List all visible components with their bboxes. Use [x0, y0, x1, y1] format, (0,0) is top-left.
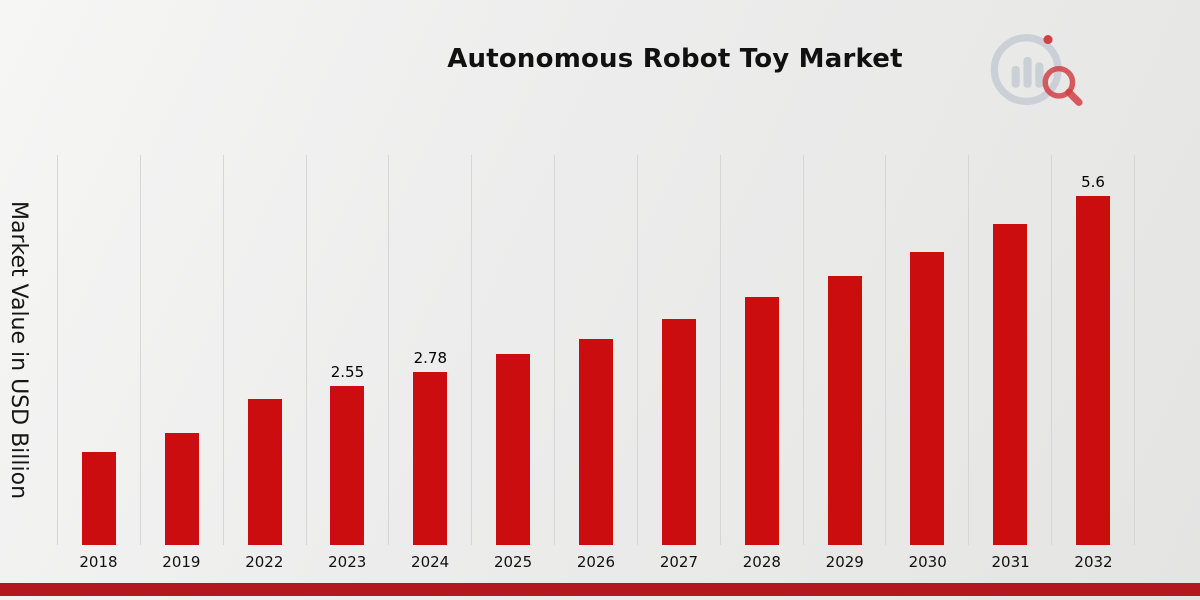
grid-column	[719, 155, 803, 545]
chart-title: Autonomous Robot Toy Market	[447, 44, 903, 74]
x-tick-2031: 2031	[991, 553, 1030, 571]
grid-column	[802, 155, 886, 545]
x-tick-2026: 2026	[576, 553, 616, 571]
grid-column: 2.78	[388, 155, 471, 545]
x-tick-2018: 2018	[79, 553, 118, 571]
bar-2019	[164, 433, 199, 545]
bar-2031	[993, 224, 1028, 545]
grid-column	[471, 155, 554, 545]
bar-2030	[910, 252, 945, 545]
bar-2027	[661, 319, 696, 545]
x-tick-2023: 2023	[328, 553, 367, 571]
logo-bar-3	[1035, 62, 1044, 88]
grid-column: 2.55	[305, 155, 389, 545]
grid-column	[222, 155, 306, 545]
grid-column	[139, 155, 223, 545]
bar-value-label: 2.55	[330, 363, 365, 381]
bar-2024	[413, 372, 448, 545]
bar-2026	[578, 339, 613, 545]
logo-bar-1	[1011, 65, 1020, 88]
x-tick-2028: 2028	[742, 553, 781, 571]
bar-2022	[247, 399, 282, 545]
x-tick-2030: 2030	[908, 553, 947, 571]
bar-2032	[1076, 196, 1111, 545]
logo-bar-2	[1023, 56, 1032, 88]
x-tick-2019: 2019	[162, 553, 201, 571]
logo-magnifier-icon	[1042, 65, 1076, 99]
bar-2029	[827, 276, 862, 545]
x-tick-2022: 2022	[245, 553, 284, 571]
bar-2018	[81, 452, 116, 545]
bar-value-label: 5.6	[1081, 173, 1105, 191]
grid-column	[57, 155, 140, 545]
bar-value-label: 2.78	[413, 349, 447, 367]
x-tick-2025: 2025	[493, 553, 533, 571]
bar-2023	[330, 386, 365, 545]
x-tick-2032: 2032	[1074, 553, 1113, 571]
y-axis-label: Market Value in USD Billion	[6, 200, 31, 500]
x-tick-2027: 2027	[659, 553, 698, 571]
bar-2028	[744, 297, 779, 545]
x-axis-ticks: 2018 2019 2022 2023 2024 2025 2026 2027 2028 2029…	[57, 553, 1135, 571]
grid-column	[968, 155, 1051, 545]
x-tick-2029: 2029	[825, 553, 864, 571]
logo-magnifier-handle	[1065, 88, 1083, 106]
logo-dot	[1043, 35, 1053, 45]
grid-column	[885, 155, 968, 545]
grid-column	[554, 155, 637, 545]
grid-column	[636, 155, 720, 545]
footer-strip	[0, 583, 1200, 596]
x-tick-2024: 2024	[411, 553, 450, 571]
bar-2025	[496, 354, 531, 545]
grid-column: 5.6	[1051, 155, 1135, 545]
plot-area: 2.55 2.78 5.6	[57, 155, 1135, 545]
brand-logo	[990, 34, 1083, 106]
